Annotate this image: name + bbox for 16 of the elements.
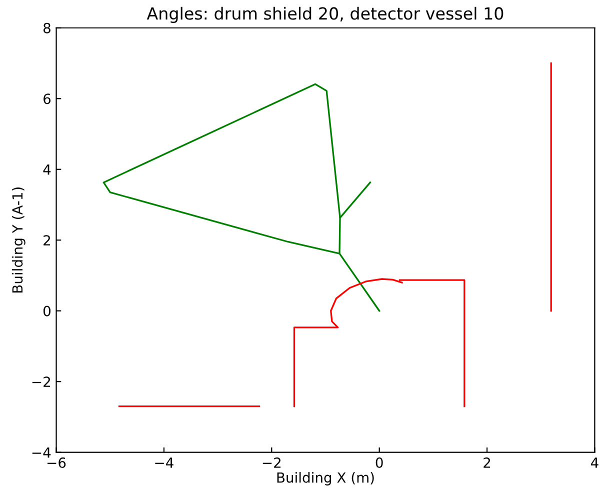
y-tick-label: −2 bbox=[32, 376, 50, 387]
y-tick-label: 8 bbox=[44, 22, 50, 34]
y-tick-label: 4 bbox=[43, 164, 51, 175]
x-tick-label: −4 bbox=[155, 458, 174, 468]
x-tick-label: 4 bbox=[590, 458, 598, 468]
y-axis-title: Building Y (A-1) bbox=[12, 188, 26, 292]
chart-title: Angles: drum shield 20, detector vessel 10 bbox=[146, 6, 504, 24]
x-tick-label: 0 bbox=[376, 457, 383, 468]
x-tick-label: −6 bbox=[48, 457, 66, 468]
y-tick-label: 6 bbox=[44, 94, 51, 104]
y-tick-label: 0 bbox=[43, 306, 50, 316]
x-axis-title: Building X (m) bbox=[277, 472, 374, 486]
y-tick-label: 2 bbox=[44, 235, 50, 246]
y-tick-label: −4 bbox=[32, 447, 51, 458]
x-tick-label: 2 bbox=[484, 457, 490, 468]
x-tick-label: −2 bbox=[262, 457, 280, 468]
